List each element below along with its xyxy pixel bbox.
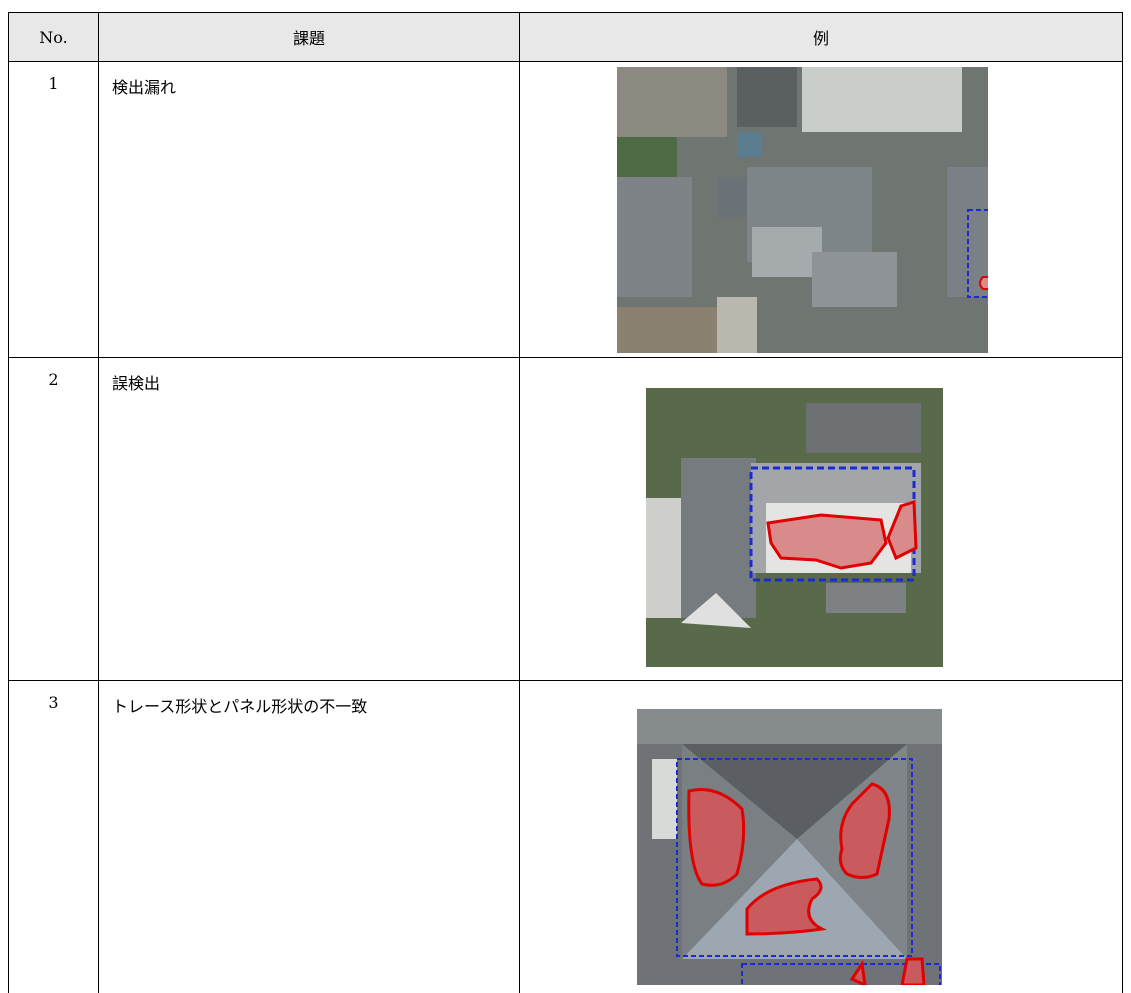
issue-text: 誤検出 [98, 357, 520, 681]
aerial-photo [646, 388, 943, 667]
row-number: 1 [8, 61, 99, 358]
row: 3 トレース形状とパネル形状の不一致 [8, 680, 1123, 993]
row-number: 3 [8, 680, 99, 993]
header-cell: No. [8, 12, 99, 62]
issue-text: トレース形状とパネル形状の不一致 [98, 680, 520, 993]
header-cell: 課題 [98, 12, 520, 62]
row: 2 誤検出 [8, 357, 1123, 681]
row-number: 2 [8, 357, 99, 681]
issue-text: 検出漏れ [98, 61, 520, 358]
header-cell: 例 [519, 12, 1123, 62]
header-row: No. 課題 例 [8, 12, 1123, 62]
aerial-photo [617, 67, 988, 353]
aerial-photo [637, 709, 942, 985]
